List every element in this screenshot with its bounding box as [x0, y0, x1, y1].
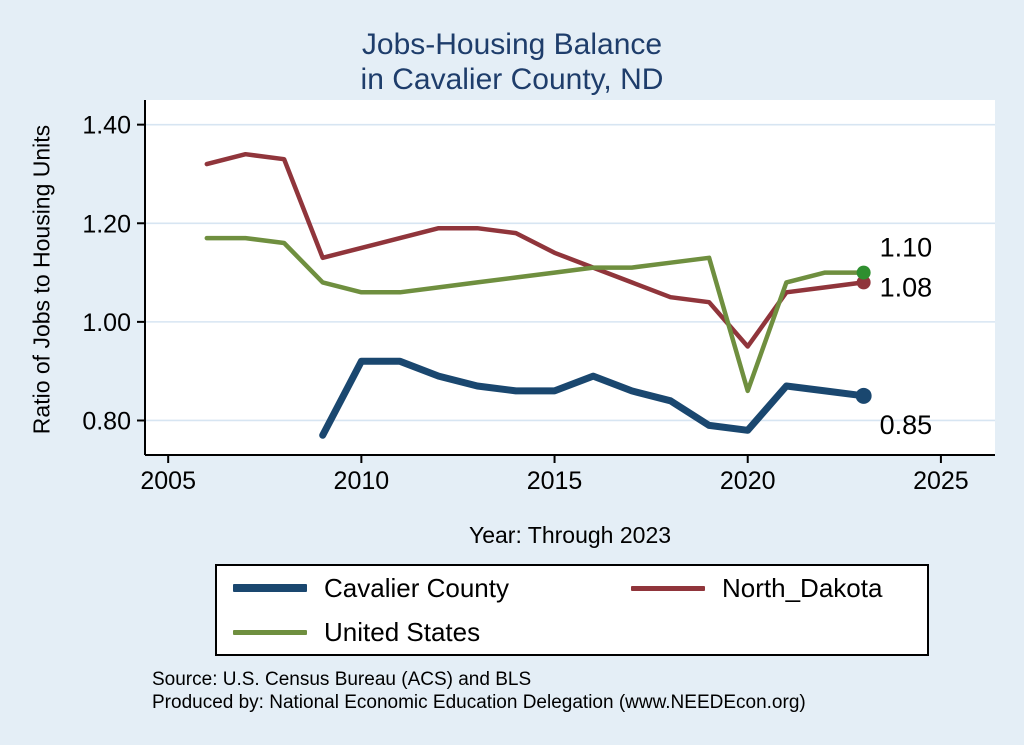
- legend-label-united-states: United States: [324, 616, 481, 647]
- y-tick-label: 1.20: [82, 210, 131, 238]
- y-tick-label: 1.00: [82, 309, 131, 337]
- legend-swatch-cavalier-county: [233, 584, 307, 592]
- source-line: Source: U.S. Census Bureau (ACS) and BLS: [152, 669, 532, 690]
- legend-swatch-north-dakota: [631, 585, 705, 591]
- end-marker-north-dakota: [856, 275, 871, 290]
- y-axis-title: Ratio of Jobs to Housing Units: [28, 124, 55, 435]
- series-line-north-dakota: [204, 151, 866, 349]
- x-tick-label: 2005: [140, 467, 196, 495]
- end-label-united-states: 1.10: [880, 233, 933, 263]
- end-marker-united-states: [856, 265, 871, 280]
- chart-title: Jobs-Housing Balance in Cavalier County,…: [0, 27, 1024, 97]
- x-axis-title: Year: Through 2023: [468, 522, 672, 548]
- y-tick-label: 0.80: [82, 407, 131, 435]
- end-label-north-dakota: 1.08: [880, 272, 933, 302]
- series-line-cavalier-county: [319, 357, 868, 439]
- chart-title-line1: Jobs-Housing Balance: [361, 28, 663, 61]
- x-tick-label: 2025: [913, 467, 969, 495]
- legend-item-united-states: United States: [233, 617, 631, 648]
- legend-swatch-united-states: [233, 629, 307, 635]
- produced-by-line: Produced by: National Economic Education…: [152, 692, 806, 713]
- series-line-united-states: [204, 235, 866, 394]
- legend: Cavalier County North_Dakota United States: [215, 564, 929, 656]
- y-tick-label: 1.40: [82, 112, 131, 140]
- x-tick-label: 2010: [334, 467, 390, 495]
- legend-item-north-dakota: North_Dakota: [631, 573, 911, 604]
- end-label-cavalier-county: 0.85: [880, 410, 933, 440]
- x-tick-label: 2020: [720, 467, 776, 495]
- end-marker-cavalier-county: [855, 387, 872, 404]
- legend-item-cavalier-county: Cavalier County: [233, 573, 631, 604]
- chart-title-line2: in Cavalier County, ND: [360, 63, 664, 96]
- x-tick-label: 2015: [527, 467, 583, 495]
- source-note: Source: U.S. Census Bureau (ACS) and BLS…: [152, 668, 806, 714]
- legend-label-cavalier-county: Cavalier County: [324, 572, 509, 603]
- legend-label-north-dakota: North_Dakota: [722, 572, 883, 603]
